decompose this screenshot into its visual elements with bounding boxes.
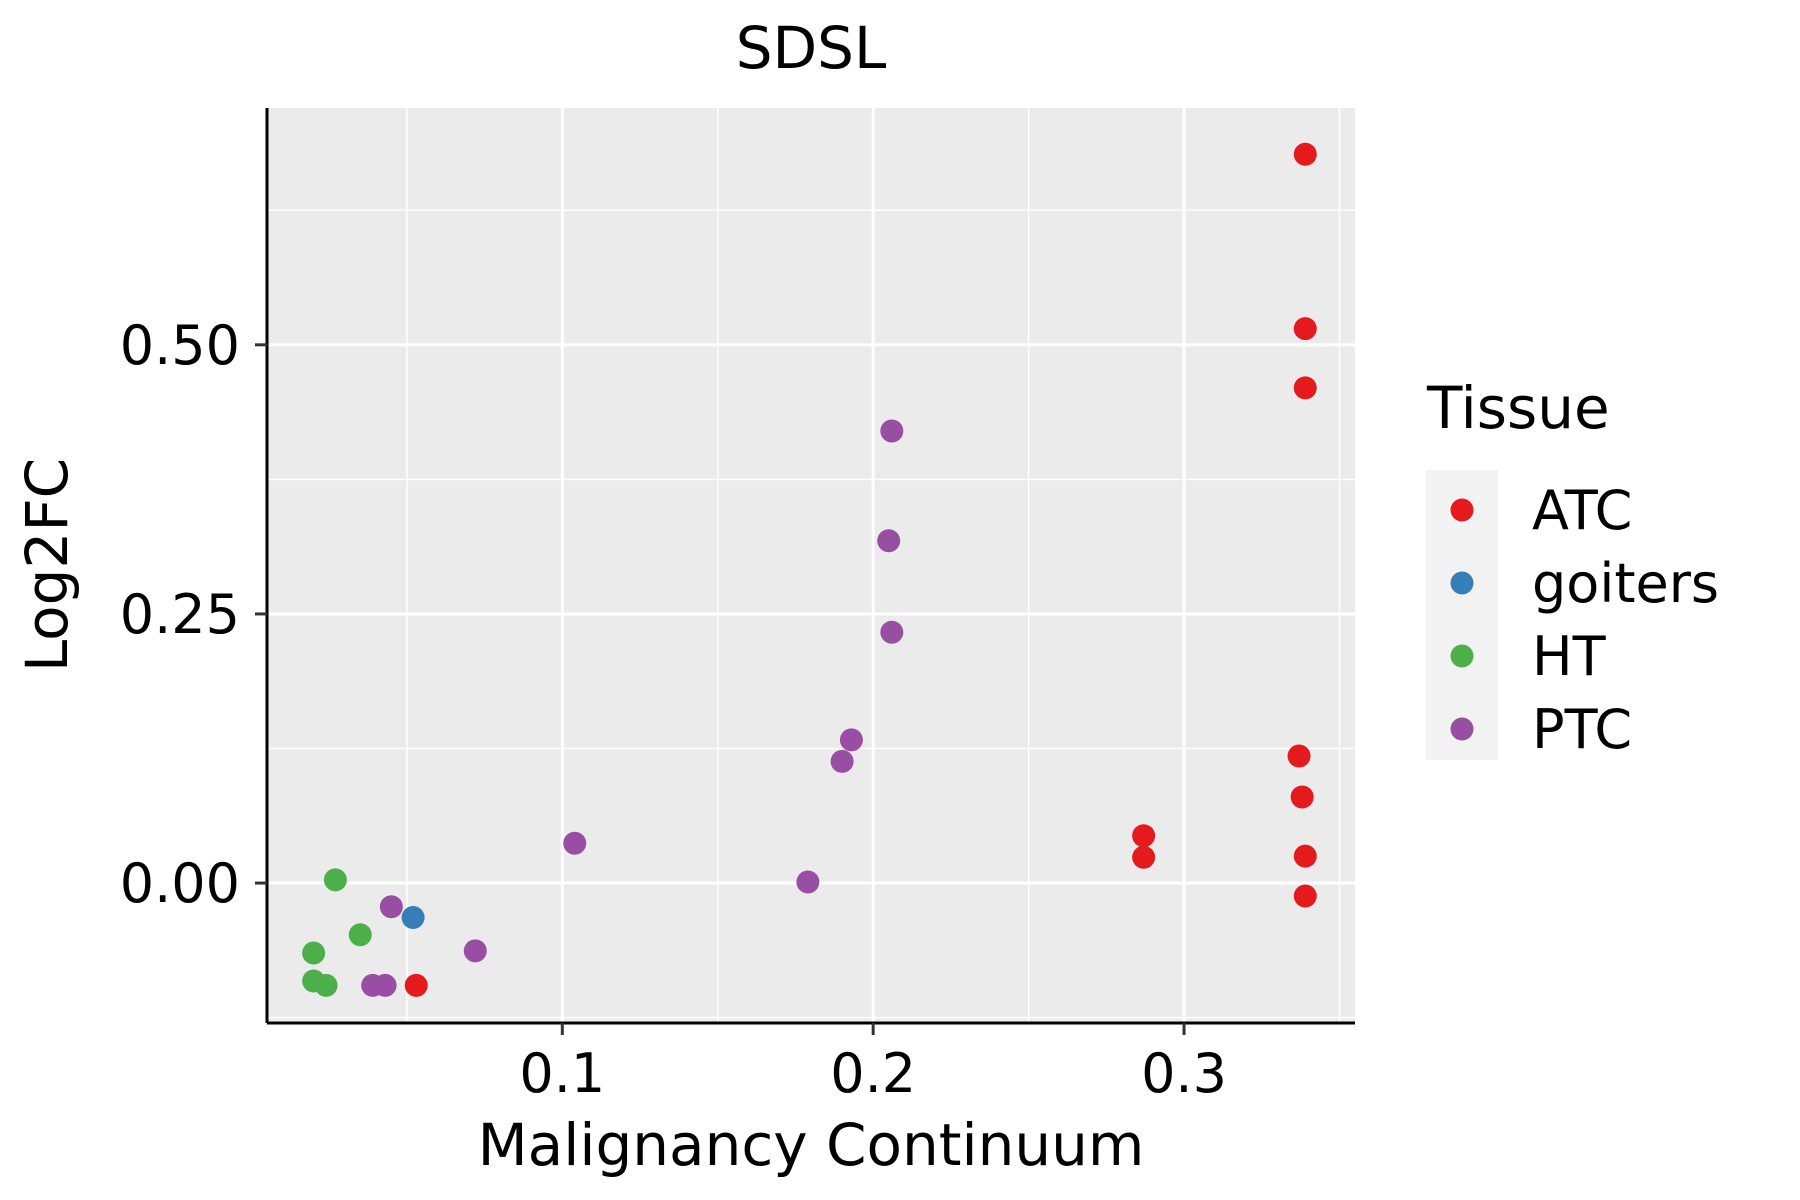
major-gridlines (267, 108, 1355, 1023)
legend-key-ptc (1450, 717, 1474, 741)
legend-key-ht (1450, 644, 1474, 668)
legend-label-ptc: PTC (1532, 698, 1632, 761)
data-points (302, 142, 1317, 997)
legend-entries: ATC goiters HT PTC (1450, 479, 1719, 761)
data-point-goiters (401, 906, 425, 930)
legend-label-goiters: goiters (1532, 552, 1719, 615)
x-axis-label: Malignancy Continuum (478, 1111, 1145, 1179)
minor-gridlines (267, 108, 1355, 1023)
data-point-ptc (880, 419, 904, 443)
data-point-atc (1293, 376, 1317, 400)
data-point-ptc (880, 620, 904, 644)
y-axis-label: Log2FC (13, 458, 81, 672)
data-point-atc (1132, 824, 1156, 848)
legend-key-atc (1450, 498, 1474, 522)
data-point-ptc (563, 831, 587, 855)
data-point-ptc (796, 870, 820, 894)
legend-key-goiters (1450, 571, 1474, 595)
data-point-atc (1293, 844, 1317, 868)
data-point-ptc (463, 939, 487, 963)
data-point-ptc (379, 895, 403, 919)
legend-title: Tissue (1426, 374, 1610, 442)
data-point-ht (314, 973, 338, 997)
data-point-atc (1293, 142, 1317, 166)
y-tick-label: 0.50 (120, 314, 240, 377)
x-tick-label: 0.3 (1141, 1042, 1227, 1105)
data-point-atc (1132, 845, 1156, 869)
chart-title: SDSL (736, 14, 887, 82)
data-point-atc (1293, 317, 1317, 341)
y-tick-label: 0.25 (120, 583, 240, 646)
data-point-atc (404, 973, 428, 997)
x-tick-label: 0.1 (519, 1042, 605, 1105)
data-point-ptc (830, 749, 854, 773)
legend-label-atc: ATC (1532, 479, 1632, 542)
data-point-ht (323, 868, 347, 892)
data-point-atc (1287, 744, 1311, 768)
data-point-ht (302, 941, 326, 965)
x-tick-label: 0.2 (830, 1042, 916, 1105)
y-tick-label: 0.00 (120, 852, 240, 915)
data-point-ht (348, 923, 372, 947)
axis-ticks: 0.1 0.2 0.3 0.00 0.25 0.50 (120, 314, 1227, 1105)
data-point-atc (1293, 884, 1317, 908)
plot-background (267, 108, 1355, 1023)
legend-label-ht: HT (1532, 625, 1607, 688)
legend: Tissue ATC goiters HT PTC (1426, 374, 1719, 761)
data-point-ptc (839, 728, 863, 752)
data-point-atc (1290, 785, 1314, 809)
data-point-ptc (373, 973, 397, 997)
data-point-ptc (877, 529, 901, 553)
